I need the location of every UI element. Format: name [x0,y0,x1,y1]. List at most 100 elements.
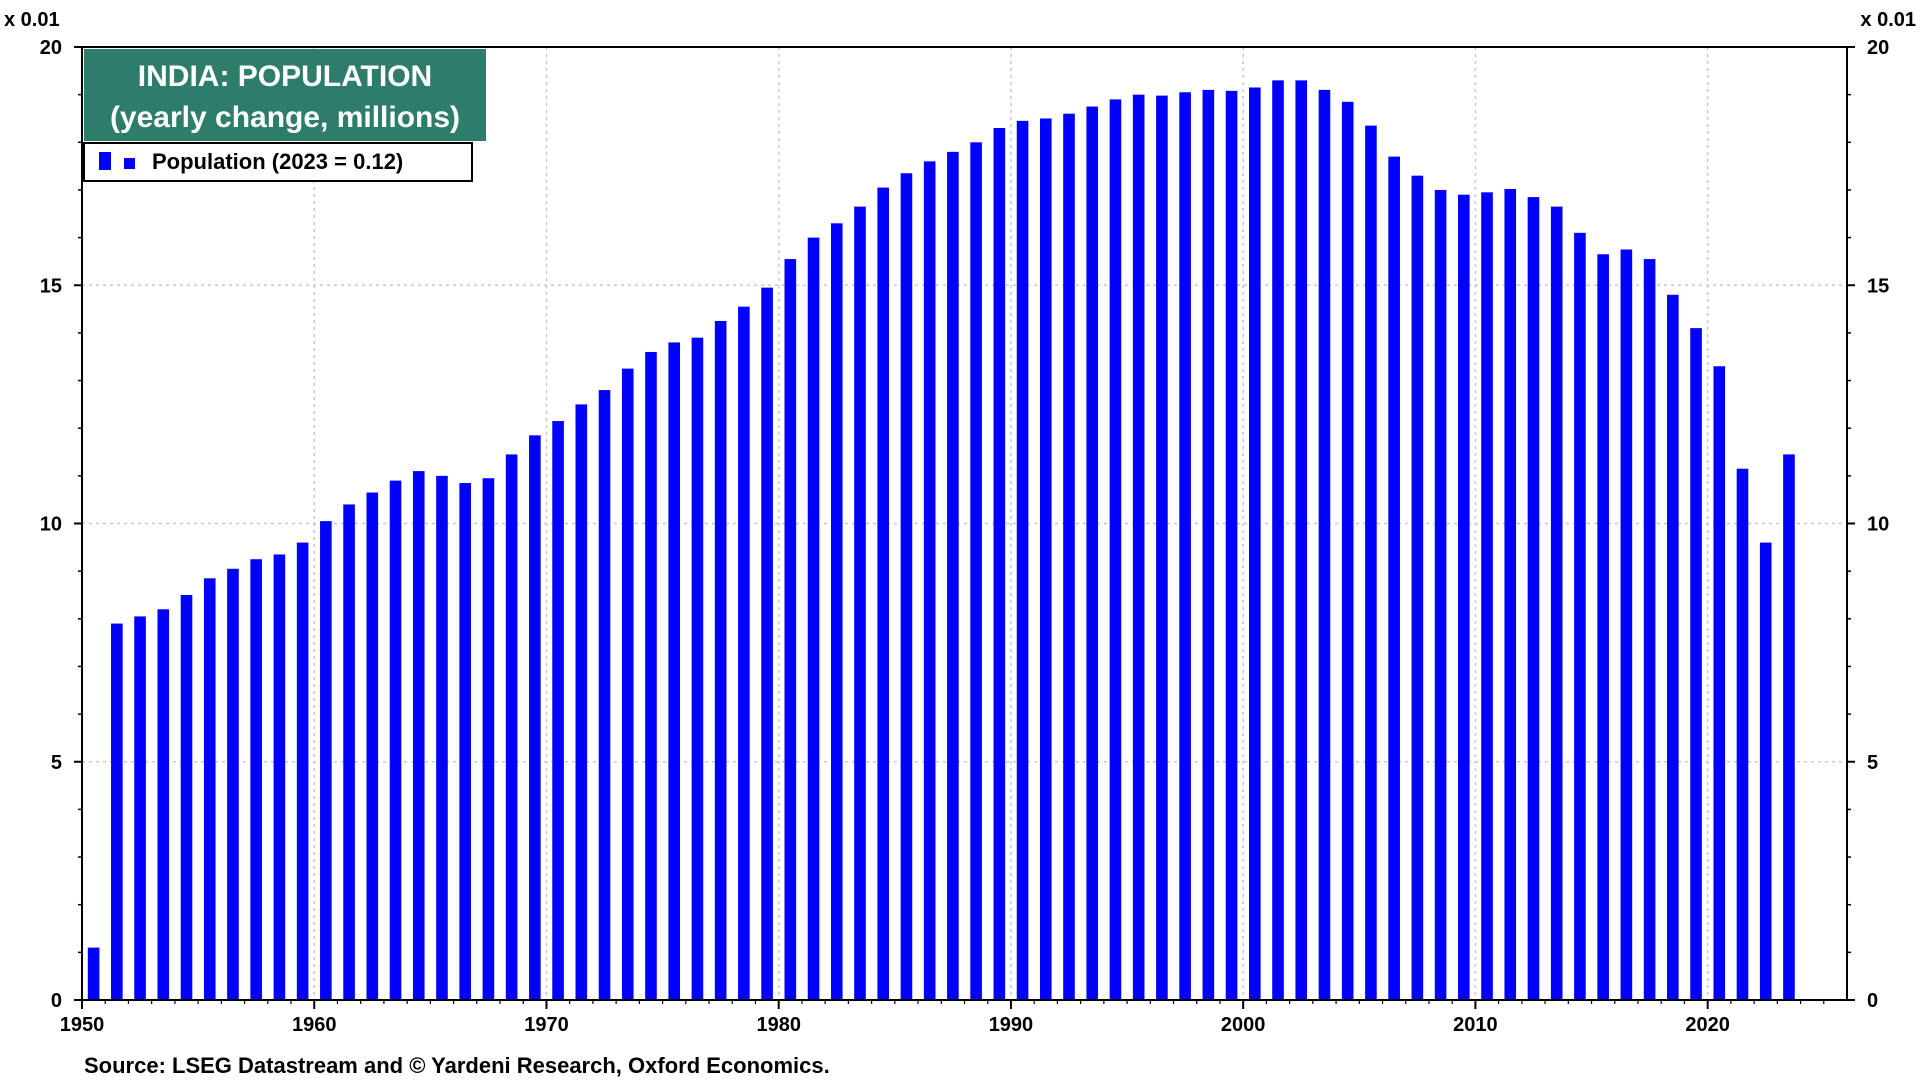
bar-2009 [1458,194,1470,1001]
y-tick-label-left: 20 [40,37,62,59]
legend-box [83,142,473,182]
bar-1996 [1156,95,1168,1000]
bar-1960 [320,521,332,1000]
x-tick-label: 2020 [1685,1014,1730,1036]
bar-1969 [529,435,541,1000]
y-tick-label-left: 15 [40,275,62,297]
bar-1982 [830,223,843,1000]
y-tick-label-right: 0 [1867,990,1878,1012]
chart-title: INDIA: POPULATION [138,60,432,93]
bar-1986 [923,161,936,1001]
bar-1954 [180,594,193,1000]
bar-1998 [1202,89,1215,1000]
bar-1968 [505,454,518,1001]
bar-2019 [1690,328,1702,1000]
bar-1991 [1039,118,1052,1001]
bar-1955 [203,578,216,1000]
x-tick-label: 2000 [1221,1014,1266,1036]
bar-1972 [598,390,611,1001]
bar-2014 [1574,232,1586,1000]
bar-2000 [1248,87,1261,1000]
legend-marker-icon [124,158,135,169]
bar-1971 [575,404,588,1000]
bar-2022 [1759,542,1772,1000]
bar-1950 [87,947,100,1000]
left-unit-label: x 0.01 [4,9,60,31]
bar-1976 [691,337,704,1000]
x-tick-label: 1970 [524,1014,569,1036]
bar-1990 [1016,120,1029,1001]
legend: Population (2023 = 0.12) [83,142,473,182]
bar-1958 [273,554,286,1000]
bar-2011 [1504,188,1517,1000]
bar-2013 [1550,206,1563,1000]
bar-2004 [1341,101,1354,1001]
title-background [84,49,486,141]
bar-2003 [1318,89,1331,1000]
bar-2001 [1272,80,1284,1001]
bar-2015 [1597,254,1609,1001]
y-tick-label-right: 20 [1867,37,1889,59]
bar-1973 [621,368,634,1000]
bar-2018 [1667,294,1679,1000]
bar-1963 [389,480,402,1000]
title-box: INDIA: POPULATION (yearly change, millio… [84,49,486,141]
bar-1979 [761,287,773,1000]
y-tick-label-left: 0 [51,990,62,1012]
right-unit-label: x 0.01 [1860,9,1916,31]
bar-1965 [436,475,448,1001]
bar-2010 [1481,192,1493,1000]
y-tick-label-left: 5 [51,752,62,774]
bar-1999 [1225,90,1238,1000]
bar-1964 [412,471,425,1001]
bar-2017 [1643,259,1656,1001]
bar-1974 [645,351,657,1001]
bar-2008 [1434,189,1447,1000]
bar-2006 [1388,156,1400,1001]
x-tick-label: 2010 [1453,1014,1498,1036]
x-tick-label: 1990 [989,1014,1034,1036]
bar-2020 [1713,366,1726,1000]
bar-1977 [714,320,727,1000]
bar-1987 [947,151,959,1000]
bar-1985 [900,173,913,1000]
y-tick-label-left: 10 [40,514,62,536]
bar-1989 [993,128,1006,1000]
bar-1959 [296,542,309,1000]
bar-2023 [1783,454,1795,1001]
legend-swatch-icon [99,152,111,170]
bar-1995 [1132,94,1145,1000]
bar-2021 [1736,468,1749,1000]
x-tick-label: 1980 [756,1014,801,1036]
bar-1952 [134,616,146,1000]
x-tick-label: 1950 [60,1014,105,1036]
x-tick-label: 1960 [292,1014,337,1036]
bar-1956 [227,568,239,1000]
y-tick-label-right: 10 [1867,514,1889,536]
y-tick-label-right: 15 [1867,275,1889,297]
bar-1975 [668,342,681,1000]
bar-1970 [552,421,564,1000]
bar-1988 [970,142,982,1001]
bar-1992 [1063,113,1075,1000]
bar-1962 [366,492,379,1000]
y-tick-label-right: 5 [1867,752,1878,774]
bar-2007 [1411,175,1424,1000]
legend-label: Population (2023 = 0.12) [152,149,403,174]
bar-1993 [1086,106,1099,1000]
bar-1983 [854,206,866,1000]
source-note: Source: LSEG Datastream and © Yardeni Re… [84,1053,830,1078]
bar-1953 [157,609,170,1000]
bar-1984 [877,187,890,1000]
bar-2012 [1527,197,1540,1000]
bar-1997 [1179,92,1191,1000]
bar-1957 [250,559,262,1000]
bar-1978 [738,306,750,1000]
chart-subtitle: (yearly change, millions) [110,101,460,134]
bar-series [87,80,1795,1001]
bar-1994 [1109,99,1122,1001]
bar-2016 [1620,249,1633,1000]
bar-1981 [807,237,820,1001]
